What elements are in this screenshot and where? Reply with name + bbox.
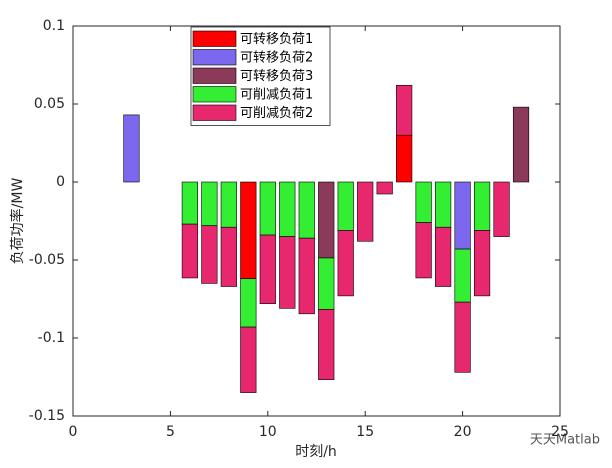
bar-segment [279, 236, 296, 309]
bar-segment [240, 181, 257, 280]
bar-segment [473, 230, 491, 297]
bar-segment [435, 181, 452, 228]
bar-segment [454, 248, 471, 303]
bar-segment [493, 181, 510, 237]
bar-segment [259, 181, 276, 236]
legend-swatch [192, 67, 237, 84]
bar-segment [337, 181, 354, 231]
legend-label: 可削减负荷1 [240, 87, 313, 102]
y-tick-label: -0.1 [38, 330, 65, 346]
x-axis-label: 时刻/h [295, 444, 337, 460]
bar-segment [220, 181, 237, 228]
bar-segment [337, 230, 354, 297]
bar-segment [201, 225, 218, 284]
legend-label: 可转移负荷2 [240, 50, 313, 65]
legend-swatch [192, 49, 237, 66]
legend-swatch [192, 86, 237, 103]
bar-segment [396, 84, 413, 136]
bar-segment [473, 181, 491, 231]
x-tick-label: 25 [551, 424, 569, 440]
bar-segment [279, 181, 296, 237]
bar-segment [181, 181, 198, 225]
bar-segment [454, 181, 471, 250]
bar-segment [318, 181, 335, 259]
x-tick-label: 15 [356, 424, 374, 440]
x-tick-label: 5 [166, 424, 175, 440]
y-tick-label: 0.05 [34, 96, 65, 112]
bar-segment [396, 134, 413, 183]
legend-label: 可转移负荷1 [240, 32, 313, 47]
y-tick-label: -0.05 [29, 252, 65, 268]
x-tick-label: 20 [454, 424, 472, 440]
bar-segment [220, 226, 237, 287]
y-axis-label: 负荷功率/MW [9, 178, 26, 265]
y-tick-label: -0.15 [29, 408, 65, 424]
legend-swatch [192, 30, 237, 47]
bar-segment [123, 114, 140, 183]
bar-segment [318, 309, 335, 380]
y-tick-label: 0.1 [43, 18, 65, 34]
bar-segment [357, 181, 374, 242]
plot-frame [72, 25, 561, 417]
bar-segment [512, 106, 530, 183]
legend-label: 可削减负荷2 [240, 106, 313, 121]
bar-segment [454, 301, 471, 373]
x-tick-label: 0 [69, 424, 78, 440]
bar-segment [259, 234, 276, 304]
bar-segment [181, 223, 198, 279]
x-tick-label: 10 [259, 424, 277, 440]
legend-swatch [192, 104, 237, 121]
bar-segment [415, 181, 432, 223]
bar-segment [415, 222, 432, 279]
bar-segment [318, 257, 335, 310]
bar-segment [240, 278, 257, 328]
watermark: 天天Matlab [530, 433, 600, 448]
bar-segment [435, 226, 452, 287]
legend: 可转移负荷1 可转移负荷2 可转移负荷3 可削减负荷1 可削减负荷2 [190, 26, 331, 126]
bar-segment [201, 181, 218, 226]
bar-segment [240, 326, 257, 393]
bar-segment [376, 181, 393, 195]
bar-segment [298, 181, 315, 239]
y-tick-label: 0 [56, 174, 65, 190]
bar-segment [298, 237, 315, 315]
legend-label: 可转移负荷3 [240, 69, 313, 84]
